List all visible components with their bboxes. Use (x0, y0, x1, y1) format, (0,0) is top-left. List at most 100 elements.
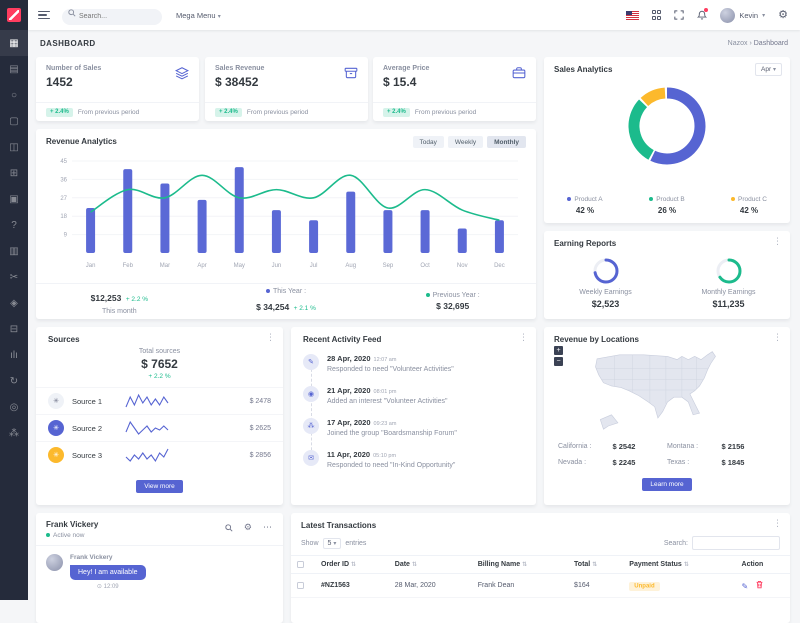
page-size-select[interactable]: 5 ▾ (322, 537, 342, 549)
source-icon: ✳ (48, 447, 64, 463)
row-checkbox[interactable] (297, 582, 304, 589)
settings-gear-icon[interactable]: ⚙ (778, 8, 788, 21)
select-all-checkbox[interactable] (297, 561, 304, 568)
table-search-input[interactable] (692, 536, 780, 550)
help-icon[interactable]: ? (11, 219, 17, 231)
column-header-payment-status[interactable]: Payment Status ⇅ (623, 555, 736, 574)
chat-more-icon[interactable]: ⋯ (263, 522, 273, 532)
app-logo[interactable] (0, 0, 28, 30)
earning-value: $11,235 (712, 299, 745, 309)
legend-item: Product B 26 % (626, 196, 708, 215)
column-header-billing-name[interactable]: Billing Name ⇅ (471, 555, 569, 574)
status-badge: Unpaid (629, 581, 660, 591)
svg-text:Mar: Mar (160, 263, 170, 269)
legend-item: Product C 42 % (708, 196, 790, 215)
language-flag-icon[interactable] (625, 10, 639, 20)
transactions-table: Order ID ⇅ Date ⇅ Billing Name ⇅ Total ⇅ Payment… (291, 555, 790, 598)
chat-icon[interactable]: ○ (10, 89, 18, 101)
components-icon[interactable]: ⊟ (9, 323, 19, 335)
share-icon[interactable]: ⁂ (9, 427, 19, 439)
range-button-today[interactable]: Today (412, 136, 444, 148)
calendar-icon[interactable]: ▤ (9, 63, 19, 75)
svg-text:Apr: Apr (197, 263, 206, 269)
edit-pencil-icon[interactable]: ✎ (741, 582, 749, 591)
kebab-menu-icon[interactable]: ⋮ (773, 236, 782, 246)
mega-menu-button[interactable]: Mega Menu ▾ (176, 10, 221, 20)
ecommerce-icon[interactable]: ▢ (9, 115, 19, 127)
fullscreen-icon[interactable] (674, 10, 685, 20)
chat-search-icon[interactable] (225, 523, 233, 532)
send-icon[interactable]: ◈ (10, 297, 18, 309)
breadcrumb-app[interactable]: Nazox (727, 39, 748, 47)
source-row[interactable]: ✳ Source 2 $ 2625 (36, 414, 283, 441)
chat-status: Active now (46, 532, 273, 539)
email-icon[interactable]: ⊞ (9, 167, 19, 179)
card-title: Sales Analytics (554, 65, 613, 74)
sparkline-chart (125, 393, 169, 408)
notifications-bell-icon[interactable] (697, 8, 709, 20)
stat-card-number-of-sales: Number of Sales 1452 + 2.4% From previou… (36, 57, 199, 121)
legend-item: Product A 42 % (544, 196, 626, 215)
kebab-menu-icon[interactable]: ⋮ (266, 332, 275, 342)
chat-message-bubble: Hey! I am available (70, 565, 146, 580)
svg-text:Dec: Dec (494, 263, 505, 269)
column-header-order-id[interactable]: Order ID ⇅ (315, 555, 389, 574)
view-more-button[interactable]: View more (136, 480, 183, 493)
usa-map[interactable] (575, 346, 760, 434)
sync-icon[interactable]: ↻ (9, 375, 19, 387)
charts-icon[interactable]: ılı (10, 349, 18, 361)
activity-text: Responded to need "Volunteer Activities" (327, 366, 454, 373)
projects-icon[interactable]: ▣ (9, 193, 19, 205)
range-button-weekly[interactable]: Weekly (447, 136, 484, 148)
svg-text:Aug: Aug (345, 263, 356, 269)
maps-icon[interactable]: ◎ (9, 401, 19, 413)
map-zoom-out-button[interactable]: − (554, 357, 563, 366)
location-name: California : (558, 443, 592, 450)
hamburger-menu-icon[interactable] (38, 9, 50, 22)
column-header-action[interactable]: Action (735, 555, 790, 574)
group-icon: ⁂ (303, 418, 319, 434)
stat-label: Number of Sales (46, 65, 102, 72)
activity-item: ✎ 28 Apr, 2020 12:07 am Responded to need "… (303, 354, 524, 373)
stat-value: $ 38452 (215, 75, 259, 89)
chat-settings-gear-icon[interactable]: ⚙ (243, 522, 252, 532)
learn-more-button[interactable]: Learn more (642, 478, 692, 491)
location-name: Montana : (667, 443, 699, 450)
utility-icon[interactable]: ✂ (9, 271, 19, 283)
map-zoom-in-button[interactable]: + (554, 346, 563, 355)
user-menu[interactable]: Kevin ▾ (720, 7, 765, 23)
stat-value: $ 15.4 (383, 75, 417, 89)
activity-feed-card: Recent Activity Feed ⋮ ✎ 28 Apr, 2020 12:0… (291, 327, 536, 505)
search-input[interactable] (62, 8, 162, 25)
topbar: Mega Menu ▾ Kevin ▾ ⚙ (28, 0, 800, 30)
dashboard-icon[interactable]: ▦ (0, 30, 28, 56)
activity-item: ⁂ 17 Apr, 2020 09:23 am Joined the group "B… (303, 418, 524, 437)
apps-grid-icon[interactable] (651, 10, 662, 20)
source-row[interactable]: ✳ Source 3 $ 2856 (36, 441, 283, 468)
archive-icon (344, 66, 358, 85)
breadcrumb: Nazox › Dashboard (727, 39, 788, 47)
gallery-icon[interactable]: ▥ (9, 245, 19, 257)
kebab-menu-icon[interactable]: ⋮ (773, 332, 782, 342)
period-select[interactable]: Apr ▾ (755, 63, 782, 76)
range-button-monthly[interactable]: Monthly (487, 136, 526, 148)
source-row[interactable]: ✳ Source 1 $ 2478 (36, 387, 283, 414)
location-value: $ 2245 (612, 458, 636, 467)
stat-label: Sales Revenue (215, 65, 265, 72)
user-name: Kevin (739, 10, 759, 20)
kebab-menu-icon[interactable]: ⋮ (519, 332, 528, 342)
kebab-menu-icon[interactable]: ⋮ (773, 518, 782, 528)
legend-dot (425, 293, 430, 298)
card-title: Sources (48, 335, 80, 344)
source-name: Source 2 (72, 423, 103, 433)
location-value: $ 2542 (612, 442, 636, 451)
crypto-icon[interactable]: ◫ (9, 141, 19, 153)
column-header-total[interactable]: Total ⇅ (568, 555, 624, 574)
earning-item: Monthly Earnings $11,235 (667, 256, 790, 309)
delete-trash-icon[interactable] (755, 580, 764, 589)
source-value: $ 2625 (249, 424, 271, 432)
column-header-date[interactable]: Date ⇅ (388, 555, 472, 574)
legend-value: 26 % (657, 206, 677, 215)
revenue-locations-card: Revenue by Locations ⋮ + − California : $… (544, 327, 790, 505)
card-title: Revenue by Locations (554, 335, 639, 344)
